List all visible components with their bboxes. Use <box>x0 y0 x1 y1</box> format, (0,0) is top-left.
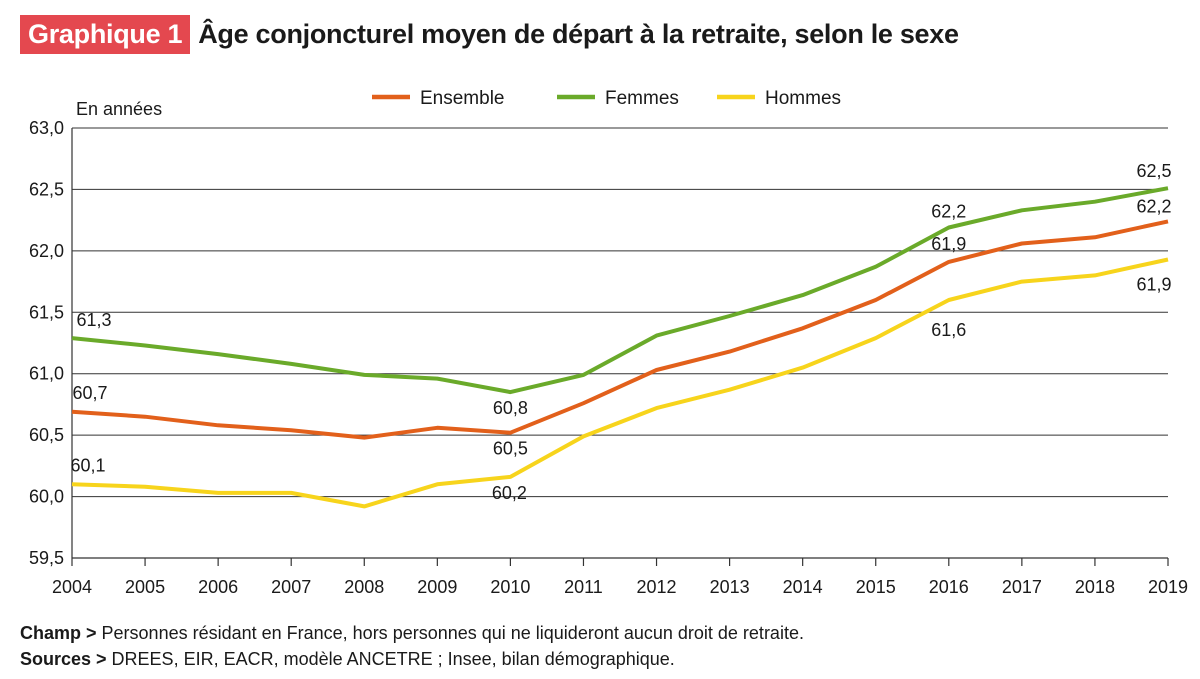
footer-champ: Champ > Personnes résidant en France, ho… <box>20 620 804 646</box>
legend-label: Hommes <box>765 88 841 109</box>
x-tick-label: 2008 <box>344 577 384 597</box>
y-tick-label: 61,5 <box>29 302 64 322</box>
chart-header: Graphique 1 Âge conjoncturel moyen de dé… <box>20 14 959 54</box>
y-tick-label: 62,5 <box>29 179 64 199</box>
y-tick-label: 60,0 <box>29 487 64 507</box>
x-tick-label: 2009 <box>417 577 457 597</box>
series-lines <box>71 186 1169 509</box>
figure-badge: Graphique 1 <box>20 14 191 54</box>
x-tick-label: 2011 <box>564 577 603 597</box>
data-label: 61,3 <box>76 310 111 330</box>
x-tick-label: 2015 <box>856 577 896 597</box>
chart-title: Âge conjoncturel moyen de départ à la re… <box>198 18 959 49</box>
x-tick-label: 2010 <box>490 577 530 597</box>
data-label: 61,9 <box>1136 274 1171 294</box>
y-tick-label: 63,0 <box>29 118 64 138</box>
legend-label: Femmes <box>605 88 679 109</box>
y-tick-label: 60,5 <box>29 425 64 445</box>
x-tick-label: 2016 <box>929 577 969 597</box>
y-tick-label: 59,5 <box>29 548 64 568</box>
x-tick-label: 2007 <box>271 577 311 597</box>
footer-sources: Sources > DREES, EIR, EACR, modèle ANCET… <box>20 646 804 672</box>
series-line-hommes <box>71 257 1169 509</box>
y-tick-label: 62,0 <box>29 241 64 261</box>
gridlines <box>72 127 1168 498</box>
x-tick-label: 2005 <box>125 577 165 597</box>
x-tick-label: 2017 <box>1002 577 1042 597</box>
legend-label: Ensemble <box>420 88 505 109</box>
data-label: 62,2 <box>1136 196 1171 216</box>
data-labels: 61,3 60,7 60,1 60,8 60,5 60,2 62,2 61,9 61,6 62,5… <box>70 161 1171 503</box>
chart-footer: Champ > Personnes résidant en France, ho… <box>20 620 804 672</box>
x-tick-label: 2014 <box>783 577 823 597</box>
x-tick-label: 2019 <box>1148 577 1188 597</box>
data-label: 61,9 <box>931 234 966 254</box>
data-label: 60,7 <box>72 383 107 403</box>
data-label: 61,6 <box>931 320 966 340</box>
champ-text: Personnes résidant en France, hors perso… <box>96 623 804 643</box>
data-label: 62,5 <box>1136 161 1171 181</box>
axes: 59,5 60,0 60,5 61,0 61,5 62,0 62,5 63,0 2004 2005… <box>29 99 1188 597</box>
x-tick-label: 2018 <box>1075 577 1115 597</box>
y-tick-label: 61,0 <box>29 364 64 384</box>
champ-label: Champ > <box>20 623 97 643</box>
y-axis-label: En années <box>76 99 162 119</box>
sources-label: Sources > <box>20 649 107 669</box>
data-label: 60,1 <box>70 455 105 475</box>
data-label: 62,2 <box>931 202 966 222</box>
x-tick-label: 2004 <box>52 577 92 597</box>
x-tick-label: 2013 <box>710 577 750 597</box>
series-line-femmes <box>71 186 1169 395</box>
data-label: 60,2 <box>492 483 527 503</box>
legend: Ensemble Femmes Hommes <box>372 88 841 109</box>
series-line-ensemble <box>71 219 1169 440</box>
x-tick-label: 2006 <box>198 577 238 597</box>
data-label: 60,8 <box>493 398 528 418</box>
sources-text: DREES, EIR, EACR, modèle ANCETRE ; Insee… <box>106 649 675 669</box>
data-label: 60,5 <box>493 439 528 459</box>
x-tick-label: 2012 <box>637 577 677 597</box>
